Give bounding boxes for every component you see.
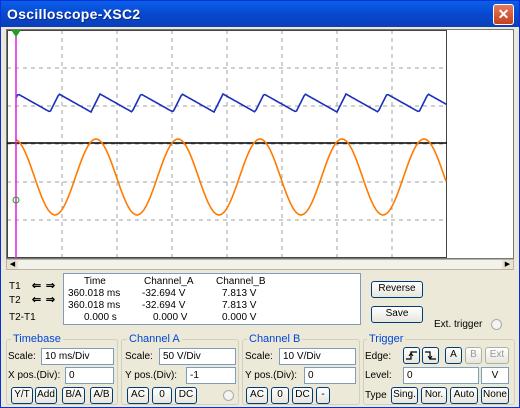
diff-channel-b: 0.000 V: [222, 312, 257, 323]
t2-left-arrow-icon[interactable]: ⇐: [31, 294, 42, 306]
t2-label: T2: [9, 295, 21, 306]
channel-a-ac-button[interactable]: AC: [127, 387, 149, 404]
rising-edge-icon: [406, 351, 417, 360]
channel-b-trace: [15, 92, 447, 114]
channel-b-ypos-field[interactable]: 0: [304, 367, 356, 384]
timebase-scale-label: Scale:: [8, 351, 36, 362]
t2-channel-a: -32.694 V: [142, 300, 186, 311]
trigger-ext-button[interactable]: Ext: [485, 347, 509, 364]
window-title: Oscilloscope-XSC2: [7, 6, 141, 22]
trigger-group: [363, 339, 515, 405]
ext-trigger-label: Ext. trigger: [434, 319, 483, 330]
channel-a-title: Channel A: [127, 333, 182, 345]
timebase-xpos-field[interactable]: 0: [65, 367, 114, 384]
horizontal-scrollbar[interactable]: ◀ ▶: [6, 259, 514, 270]
close-button[interactable]: ✕: [493, 4, 514, 25]
diff-channel-a: 0.000 V: [153, 312, 188, 323]
t1-right-arrow-icon[interactable]: ⇒: [45, 280, 56, 292]
waveform-plot: [7, 30, 513, 258]
timebase-title: Timebase: [11, 333, 63, 345]
channel-b-minus-button[interactable]: -: [316, 387, 330, 404]
measurement-readout: Time Channel_A Channel_B 360.018 ms -32.…: [63, 273, 361, 325]
channel-a-scale-field[interactable]: 50 V/Div: [159, 348, 236, 365]
trigger-b-button[interactable]: B: [465, 347, 482, 364]
channel-b-title: Channel B: [247, 333, 303, 345]
trigger-title: Trigger: [367, 333, 406, 345]
ab-button[interactable]: A/B: [90, 387, 113, 404]
scroll-left-icon[interactable]: ◀: [7, 260, 18, 269]
ext-trigger-terminal[interactable]: [491, 319, 502, 330]
channel-b-scale-label: Scale:: [245, 351, 273, 362]
header-channel-a: Channel_A: [144, 276, 194, 287]
t1-label: T1: [9, 281, 21, 292]
trigger-none-button[interactable]: None: [481, 387, 509, 404]
reverse-button[interactable]: Reverse: [371, 281, 423, 298]
trigger-level-unit[interactable]: V: [481, 367, 509, 384]
save-button[interactable]: Save: [371, 306, 423, 323]
channel-a-trace: [15, 138, 447, 216]
trigger-type-label: Type: [365, 390, 387, 401]
trigger-single-button[interactable]: Sing.: [391, 387, 418, 404]
cursor-t1-marker-top: [11, 30, 21, 37]
channel-b-dc-button[interactable]: DC: [292, 387, 313, 404]
timebase-xpos-label: X pos.(Div):: [8, 370, 61, 381]
falling-edge-button[interactable]: [422, 347, 439, 364]
t2-right-arrow-icon[interactable]: ⇒: [45, 294, 56, 306]
cursor-trigger-marker: [12, 196, 20, 204]
t1-channel-a: -32.694 V: [142, 288, 186, 299]
channel-a-scale-label: Scale:: [125, 351, 153, 362]
channel-b-ypos-label: Y pos.(Div):: [245, 370, 298, 381]
t2-t1-label: T2-T1: [9, 312, 36, 323]
t1-left-arrow-icon[interactable]: ⇐: [31, 280, 42, 292]
channel-b-zero-button[interactable]: 0: [271, 387, 289, 404]
t1-time: 360.018 ms: [68, 288, 121, 299]
channel-a-terminal[interactable]: [223, 390, 234, 401]
diff-time: 0.000 s: [84, 312, 117, 323]
ba-button[interactable]: B/A: [62, 387, 85, 404]
header-channel-b: Channel_B: [216, 276, 266, 287]
yt-button[interactable]: Y/T: [11, 387, 33, 404]
trigger-a-button[interactable]: A: [445, 347, 462, 364]
t2-time: 360.018 ms: [68, 300, 121, 311]
oscilloscope-screen[interactable]: [6, 29, 514, 259]
timebase-scale-field[interactable]: 10 ms/Div: [41, 348, 114, 365]
scroll-right-icon[interactable]: ▶: [502, 260, 513, 269]
channel-a-zero-button[interactable]: 0: [152, 387, 172, 404]
channel-b-scale-field[interactable]: 10 V/Div: [279, 348, 356, 365]
t1-channel-b: 7.813 V: [222, 288, 257, 299]
rising-edge-button[interactable]: [403, 347, 420, 364]
trigger-level-field[interactable]: 0: [403, 367, 479, 384]
trigger-edge-label: Edge:: [365, 351, 392, 362]
header-time: Time: [84, 276, 106, 287]
grid-border: [7, 30, 447, 258]
channel-a-dc-button[interactable]: DC: [175, 387, 197, 404]
falling-edge-icon: [425, 351, 436, 360]
trigger-auto-button[interactable]: Auto: [450, 387, 478, 404]
channel-b-ac-button[interactable]: AC: [246, 387, 268, 404]
t2-channel-b: 7.813 V: [222, 300, 257, 311]
trigger-normal-button[interactable]: Nor.: [421, 387, 447, 404]
channel-a-ypos-label: Y pos.(Div):: [125, 370, 178, 381]
title-bar[interactable]: Oscilloscope-XSC2 ✕: [1, 1, 519, 27]
channel-a-ypos-field[interactable]: -1: [186, 367, 236, 384]
add-button[interactable]: Add: [35, 387, 57, 404]
trigger-level-label: Level:: [365, 370, 392, 381]
